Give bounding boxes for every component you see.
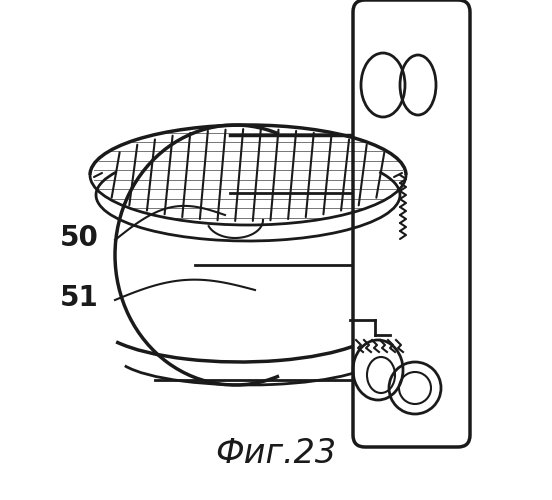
FancyBboxPatch shape	[353, 0, 470, 447]
Text: 51: 51	[60, 284, 99, 312]
Ellipse shape	[90, 155, 380, 355]
Text: Фиг.23: Фиг.23	[215, 437, 337, 470]
Text: 50: 50	[60, 224, 99, 252]
